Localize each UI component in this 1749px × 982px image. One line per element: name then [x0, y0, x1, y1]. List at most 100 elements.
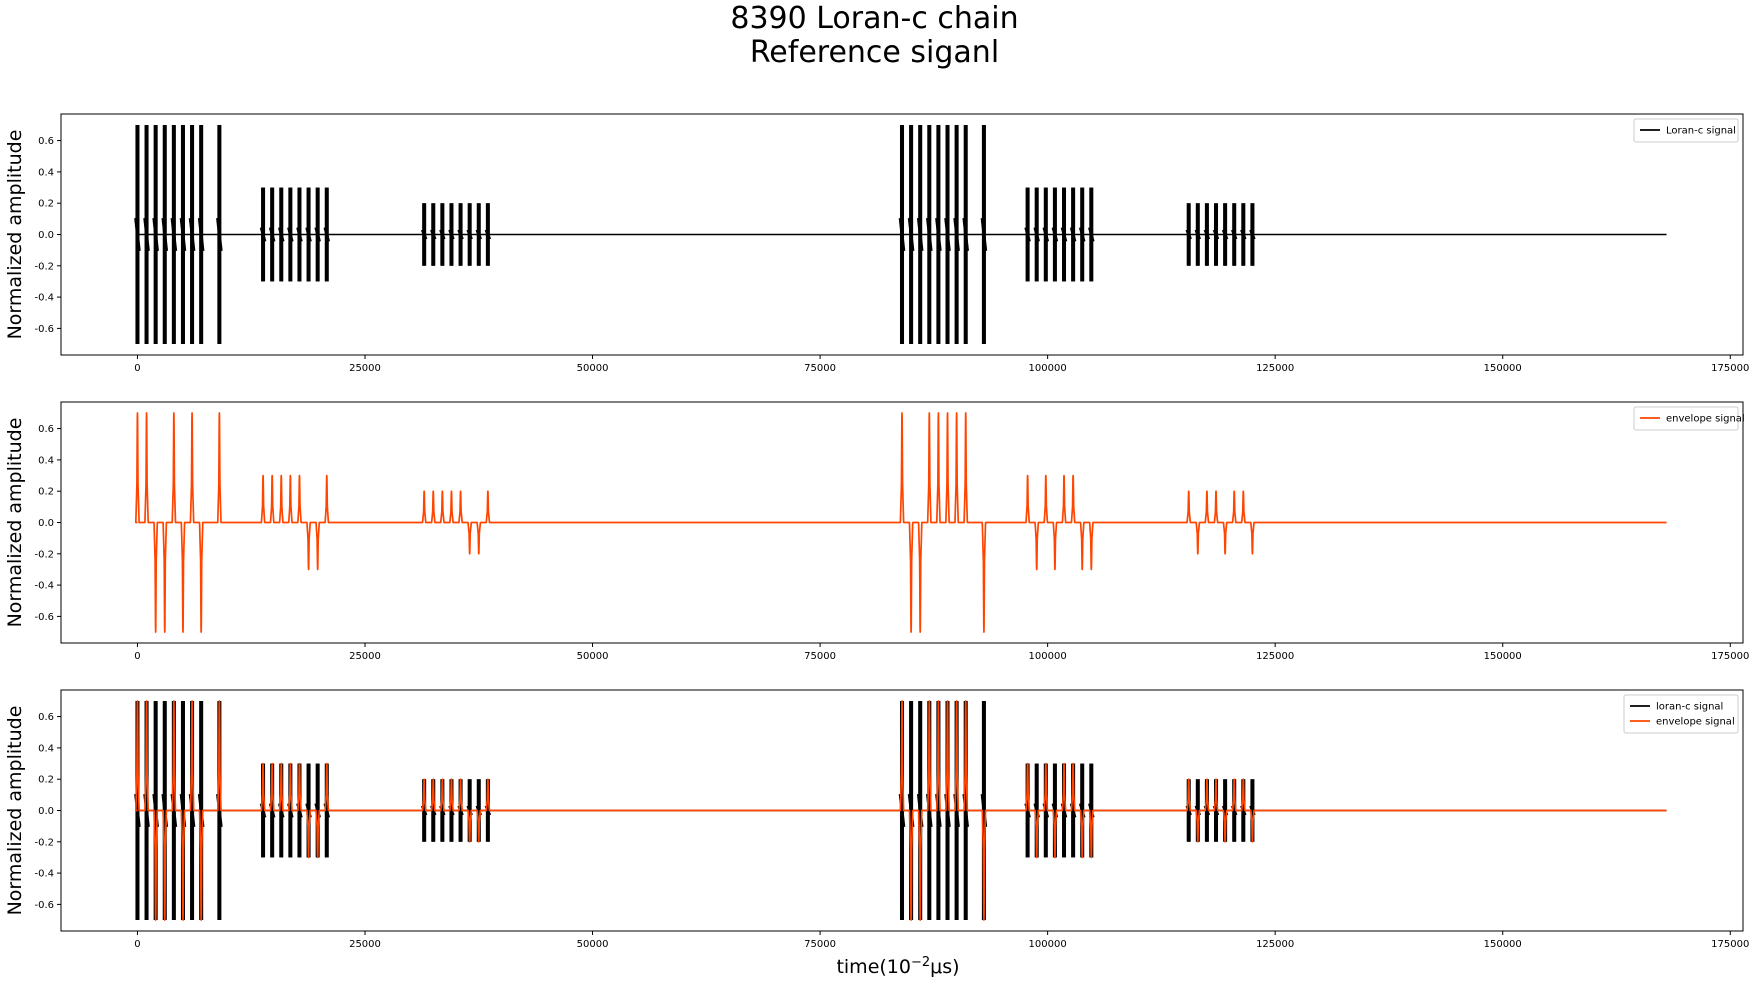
carrier-pulse: [1042, 187, 1050, 282]
y-tick-label: -0.6: [34, 900, 54, 911]
carrier-pulse: [296, 187, 303, 282]
carrier-pulse: [439, 203, 446, 266]
carrier-pulse: [1240, 203, 1247, 266]
legend-label: loran-c signal: [1656, 702, 1723, 713]
carrier-pulse: [259, 187, 267, 282]
carrier-pulse: [1231, 203, 1238, 266]
legend-label: envelope signal: [1656, 717, 1735, 728]
carrier-pulse: [134, 124, 141, 345]
x-tick-label: 175000: [1711, 363, 1749, 374]
y-tick-label: 0.2: [38, 487, 54, 498]
x-tick-label: 25000: [349, 363, 381, 374]
carrier-pulse: [216, 124, 223, 345]
carrier-pulse: [197, 124, 205, 345]
y-tick-label: 0.0: [38, 806, 54, 817]
x-tick-label: 100000: [1029, 939, 1067, 950]
carrier-pulse: [907, 124, 915, 345]
x-tick-label: 75000: [804, 939, 836, 950]
carrier-pulse: [1249, 203, 1256, 266]
y-tick-label: -0.4: [34, 869, 54, 880]
carrier-pulse: [161, 124, 169, 345]
legend-box: [1633, 118, 1739, 143]
carrier-pulse: [430, 203, 437, 266]
plot-area: [134, 700, 1667, 921]
carrier-pulse: [916, 124, 924, 345]
carrier-pulse: [1185, 203, 1192, 266]
carrier-pulse: [1024, 187, 1031, 282]
carrier-pulse: [1194, 203, 1202, 266]
x-tick-label: 150000: [1484, 651, 1522, 662]
legend-box: [1623, 694, 1739, 734]
x-tick-label: 50000: [577, 651, 609, 662]
figure-title-line2: Reference siganl: [749, 35, 1000, 70]
carrier-pulse: [457, 203, 464, 266]
y-tick-label: 0.6: [38, 712, 54, 723]
x-tick-label: 50000: [577, 363, 609, 374]
y-axis-label: Normalized amplitude: [4, 130, 26, 340]
carrier-pulse: [1051, 187, 1059, 282]
y-tick-label: 0.0: [38, 518, 54, 529]
panel-combined-signal: 0 25000 50000 75000 100000 125000 150000 175000…: [4, 689, 1749, 950]
x-tick-label: 100000: [1029, 651, 1067, 662]
x-tick-label: 50000: [577, 939, 609, 950]
x-tick-label: 125000: [1256, 939, 1294, 950]
y-tick-label: 0.0: [38, 230, 54, 241]
carrier-pulse: [1060, 187, 1068, 282]
legend-label: Loran-c signal: [1666, 126, 1736, 137]
carrier-pulse: [935, 124, 942, 345]
legend: Loran-c signal: [1633, 118, 1739, 143]
carrier-pulse: [1069, 187, 1077, 282]
plot-area: [134, 124, 1667, 345]
carrier-pulse: [420, 203, 428, 266]
y-tick-label: 0.2: [38, 199, 54, 210]
series-line-envelope-signal: [134, 412, 1667, 633]
x-tick-label: 150000: [1484, 939, 1522, 950]
carrier-pulse: [287, 187, 294, 282]
carrier-pulse: [179, 124, 187, 345]
carrier-pulse: [305, 187, 312, 282]
y-tick-label: -0.2: [34, 837, 54, 848]
x-tick-label: 0: [134, 939, 140, 950]
x-tick-label: 75000: [804, 651, 836, 662]
y-tick-label: -0.2: [34, 261, 54, 272]
carrier-pulse: [188, 124, 196, 345]
series-line-envelope-signal: [134, 700, 1667, 921]
carrier-pulse: [268, 187, 276, 282]
carrier-pulse: [466, 203, 473, 266]
x-tick-label: 125000: [1256, 363, 1294, 374]
carrier-pulse: [1033, 187, 1040, 282]
x-tick-label: 75000: [804, 363, 836, 374]
carrier-pulse: [944, 124, 951, 345]
y-tick-label: -0.4: [34, 293, 54, 304]
x-tick-label: 150000: [1484, 363, 1522, 374]
y-tick-label: -0.6: [34, 612, 54, 623]
y-tick-label: 0.4: [38, 455, 54, 466]
carrier-pulse: [898, 124, 906, 345]
y-tick-label: -0.6: [34, 324, 54, 335]
carrier-pulse: [475, 203, 482, 266]
legend: envelope signal: [1633, 406, 1745, 431]
panel-loran-signal: 0 25000 50000 75000 100000 125000 150000 175000…: [4, 113, 1749, 374]
carrier-pulse: [962, 124, 970, 345]
y-tick-label: 0.4: [38, 167, 54, 178]
y-tick-label: 0.2: [38, 775, 54, 786]
x-tick-label: 125000: [1256, 651, 1294, 662]
x-tick-label: 175000: [1711, 939, 1749, 950]
carrier-pulse: [1221, 203, 1229, 266]
y-tick-label: -0.2: [34, 549, 54, 560]
carrier-pulse: [323, 187, 331, 282]
carrier-pulse: [1212, 203, 1220, 266]
x-tick-label: 0: [134, 363, 140, 374]
carrier-pulse: [980, 124, 988, 345]
carrier-pulse: [484, 203, 492, 266]
y-tick-label: -0.4: [34, 581, 54, 592]
y-tick-label: 0.6: [38, 136, 54, 147]
x-axis-label: time(10−2μs): [836, 955, 959, 978]
x-tick-label: 100000: [1029, 363, 1067, 374]
carrier-pulse: [926, 124, 933, 345]
y-tick-label: 0.6: [38, 424, 54, 435]
carrier-pulse: [1203, 203, 1211, 266]
x-tick-label: 175000: [1711, 651, 1749, 662]
y-axis-label: Normalized amplitude: [4, 418, 26, 628]
